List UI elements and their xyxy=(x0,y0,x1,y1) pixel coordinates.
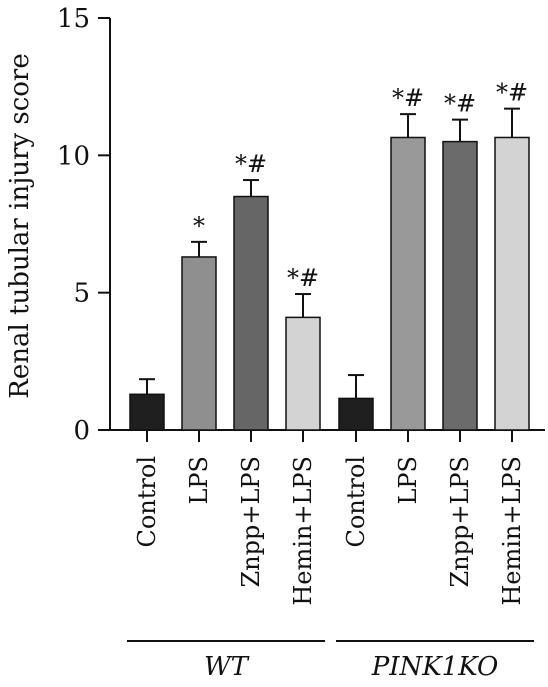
x-tick-label: Control xyxy=(133,456,161,548)
bar xyxy=(338,397,374,431)
group-label: WT xyxy=(204,652,250,682)
bar xyxy=(233,195,269,431)
group-label: PINK1KO xyxy=(371,652,499,682)
bar xyxy=(390,136,426,431)
y-tick-label: 5 xyxy=(73,279,90,309)
bar xyxy=(181,256,217,431)
y-tick-label: 10 xyxy=(57,141,90,171)
y-axis-label: Renal tubular injury score xyxy=(5,53,35,399)
significance-label: *# xyxy=(287,264,319,292)
significance-label: *# xyxy=(235,150,267,178)
bar xyxy=(285,316,321,431)
x-tick-label: Hemin+LPS xyxy=(498,456,526,606)
x-tick-label: LPS xyxy=(185,456,213,505)
bar xyxy=(442,140,478,431)
significance-label: *# xyxy=(392,84,424,112)
x-tick-label: LPS xyxy=(394,456,422,505)
significance-label: * xyxy=(193,212,205,240)
x-tick-label: Control xyxy=(342,456,370,548)
bar xyxy=(129,393,165,431)
x-tick-label: Znpp+LPS xyxy=(446,456,474,588)
y-tick-label: 0 xyxy=(73,416,90,446)
x-tick-label: Znpp+LPS xyxy=(237,456,265,588)
significance-label: *# xyxy=(444,90,476,118)
significance-label: *# xyxy=(496,79,528,107)
y-tick-label: 15 xyxy=(57,4,90,34)
plot-area: 0 5 10 15 Control LPS * Znpp+LPS *# Hemin+LPS *# Co… xyxy=(57,4,545,682)
x-tick-label: Hemin+LPS xyxy=(289,456,317,606)
bar xyxy=(494,136,530,431)
